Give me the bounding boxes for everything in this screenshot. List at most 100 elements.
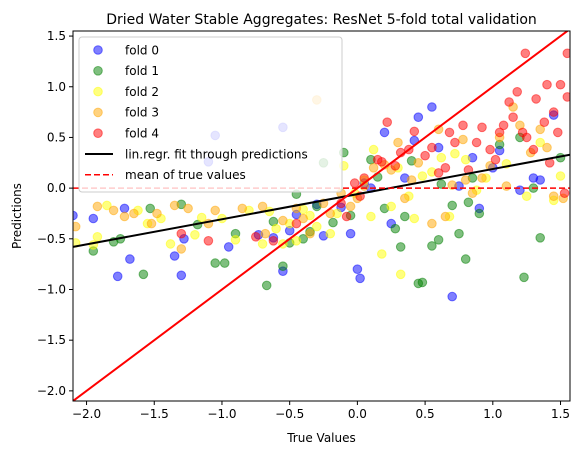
data-point — [542, 79, 552, 90]
data-point — [427, 218, 437, 229]
identity-line — [73, 31, 569, 401]
data-point — [368, 144, 379, 155]
data-point — [268, 236, 279, 246]
data-point — [508, 112, 518, 122]
data-point — [427, 142, 437, 153]
data-point — [73, 210, 78, 221]
data-point — [223, 242, 234, 252]
data-point — [386, 201, 397, 212]
x-axis-label: True Values — [286, 431, 356, 445]
y-tick-label: 1.5 — [47, 29, 66, 43]
x-tick-label: 0.5 — [416, 407, 435, 421]
series-fold-4 — [176, 48, 570, 246]
data-point — [368, 163, 379, 173]
data-point — [129, 208, 139, 219]
data-point — [477, 122, 487, 133]
data-point — [559, 188, 570, 198]
data-point — [328, 217, 338, 228]
y-tick-label: 0.0 — [47, 181, 66, 195]
data-point — [102, 200, 112, 211]
data-point — [535, 233, 546, 243]
legend-entry: fold 2 — [93, 85, 159, 99]
data-point — [393, 137, 403, 148]
data-point — [237, 203, 248, 214]
data-point — [427, 241, 437, 251]
data-point — [548, 191, 559, 201]
data-point — [427, 102, 437, 112]
data-point — [176, 228, 187, 239]
data-point — [463, 197, 474, 208]
legend-label: fold 4 — [125, 127, 159, 141]
data-point — [366, 211, 376, 222]
legend-marker — [93, 45, 103, 55]
data-point — [377, 157, 387, 167]
data-point — [535, 124, 546, 135]
data-point — [382, 117, 393, 127]
legend-label: fold 2 — [125, 85, 159, 99]
data-point — [146, 218, 157, 229]
data-point — [490, 154, 501, 165]
data-point — [210, 258, 220, 268]
data-point — [460, 254, 471, 264]
x-tick-label: 0.0 — [348, 407, 367, 421]
data-point — [112, 271, 123, 282]
data-point — [409, 126, 420, 137]
data-point — [261, 280, 272, 291]
chart-title: Dried Water Stable Aggregates: ResNet 5-… — [106, 12, 537, 28]
legend-label: fold 3 — [125, 106, 159, 120]
data-point — [553, 127, 563, 138]
legend-marker — [93, 107, 103, 118]
data-point — [528, 144, 539, 155]
data-point — [377, 249, 387, 259]
data-point — [562, 48, 570, 59]
legend-marker — [93, 128, 103, 138]
x-tick-label: −1.5 — [140, 407, 169, 421]
data-point — [152, 208, 162, 219]
data-point — [413, 112, 424, 122]
data-point — [92, 201, 103, 212]
y-tick-label: −1.5 — [37, 333, 66, 347]
data-point — [447, 200, 458, 211]
data-point — [400, 193, 410, 204]
legend-label: fold 0 — [125, 43, 159, 57]
legend-entry: fold 0 — [93, 43, 159, 57]
data-point — [450, 148, 460, 159]
data-point — [298, 213, 309, 224]
data-point — [352, 264, 363, 275]
legend-marker — [93, 86, 103, 97]
legend-label: mean of true values — [125, 168, 246, 182]
data-point — [145, 203, 155, 214]
line-lin-regr-fit-through-predictions — [73, 153, 570, 248]
data-point — [555, 79, 566, 90]
data-point — [125, 254, 135, 264]
data-point — [433, 235, 444, 245]
data-point — [176, 244, 187, 254]
data-point — [92, 232, 103, 242]
data-point — [271, 223, 281, 234]
data-point — [504, 97, 514, 107]
data-point — [450, 137, 460, 148]
data-point — [379, 127, 390, 138]
data-point — [454, 228, 464, 239]
data-point — [542, 142, 552, 153]
data-point — [555, 171, 566, 181]
data-point — [467, 188, 478, 198]
data-point — [251, 232, 261, 242]
legend-entry: fold 4 — [93, 127, 159, 141]
data-point — [498, 120, 509, 131]
data-point — [433, 168, 444, 178]
data-point — [548, 107, 559, 117]
plot-frame — [72, 30, 571, 402]
data-point — [458, 134, 468, 145]
data-point — [345, 201, 356, 212]
data-point — [345, 228, 356, 239]
data-point — [447, 180, 458, 190]
series-fold-1 — [88, 132, 566, 291]
data-point — [190, 230, 200, 240]
data-point — [73, 221, 81, 232]
x-tick-label: −1.0 — [207, 407, 236, 421]
data-point — [512, 87, 523, 97]
legend-entry: lin.regr. fit through predictions — [85, 147, 308, 161]
data-point — [176, 270, 187, 281]
